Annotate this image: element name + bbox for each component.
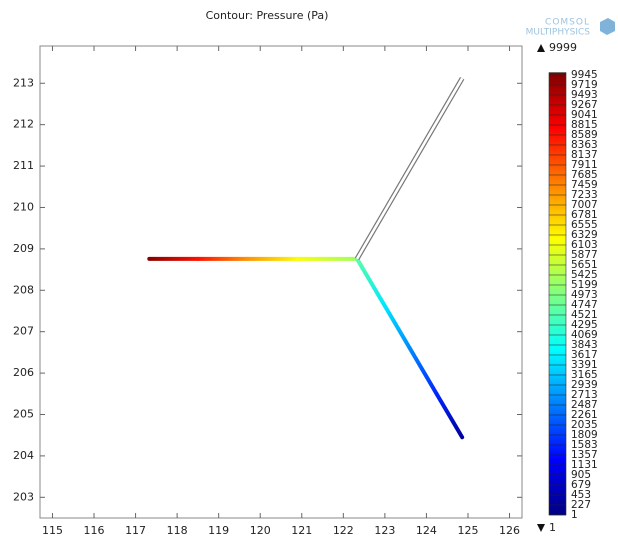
colorbar-level-label: 7911	[571, 159, 598, 171]
colorbar-level-label: 679	[571, 479, 591, 491]
colorbar-level-label: 4521	[571, 309, 598, 321]
colorbar-level-label: 1809	[571, 429, 598, 441]
min-arrow	[537, 524, 545, 532]
colorbar-level-label: 2261	[571, 409, 598, 421]
pipe-segment	[407, 346, 439, 397]
x-tick-label: 120	[250, 524, 271, 537]
colorbar-level-label: 3843	[571, 339, 598, 351]
x-tick-label: 121	[291, 524, 312, 537]
y-tick-label: 213	[13, 76, 34, 89]
colorbar-level-label: 5425	[571, 269, 598, 281]
colorbar-level-label: 9267	[571, 99, 598, 111]
colorbar-level-label: 5199	[571, 279, 598, 291]
colorbar-level-label: 7685	[571, 169, 598, 181]
colorbar-level-label: 453	[571, 489, 591, 501]
x-tick-label: 119	[208, 524, 229, 537]
logo-line: MULTIPHYSICS	[526, 28, 591, 38]
y-tick-label: 210	[13, 200, 34, 213]
plot-frame	[39, 45, 523, 519]
colorbar-level-label: 4069	[571, 329, 598, 341]
colorbar-min-label: 1	[549, 521, 556, 534]
y-tick-label: 212	[13, 118, 34, 131]
colorbar-level-label: 9945	[571, 69, 598, 81]
pipe-segment	[355, 256, 387, 309]
colorbar-level-label: 2487	[571, 399, 598, 411]
pipe-segment	[434, 392, 465, 440]
colorbar-level-label: 1357	[571, 449, 598, 461]
colorbar-level-label: 7459	[571, 179, 598, 191]
colorbar-level-label: 3165	[571, 369, 598, 381]
colorbar-level-label: 7233	[571, 189, 598, 201]
colorbar-level-label: 8589	[571, 129, 598, 141]
colorbar-level-label: 9041	[571, 109, 598, 121]
y-tick-label: 206	[13, 366, 34, 379]
colorbar-max-label: 9999	[549, 41, 577, 54]
y-tick-label: 203	[13, 490, 34, 503]
colorbar-level-label: 8363	[571, 139, 598, 151]
colorbar-level-label: 2035	[571, 419, 598, 431]
colorbar-level-label: 4747	[571, 299, 598, 311]
colorbar-level-label: 5877	[571, 249, 598, 261]
x-tick-label: 124	[416, 524, 437, 537]
pipe-inner	[355, 77, 464, 260]
colorbar-level-label: 3391	[571, 359, 598, 371]
colorbar-level-label: 9719	[571, 79, 598, 91]
colorbar-level-label: 227	[571, 499, 591, 511]
y-tick-label: 209	[13, 242, 34, 255]
colorbar-level-label: 8815	[571, 119, 598, 131]
y-tick-label: 205	[13, 407, 34, 420]
colorbar-level-label: 5651	[571, 259, 598, 271]
colorbar-level-label: 4295	[571, 319, 598, 331]
colorbar-level-label: 1583	[571, 439, 598, 451]
pipe-segment	[382, 304, 412, 351]
colorbar-level-label: 4973	[571, 289, 598, 301]
max-arrow	[537, 44, 545, 52]
y-tick-label: 211	[13, 159, 34, 172]
colorbar-level-label: 8137	[571, 149, 598, 161]
colorbar-level-label: 6103	[571, 239, 598, 251]
logo-line: COMSOL	[545, 18, 590, 28]
colorbar-level-label: 6781	[571, 209, 598, 221]
chart-title: Contour: Pressure (Pa)	[206, 9, 329, 22]
colorbar	[548, 72, 567, 516]
logo-icon	[600, 18, 615, 35]
colorbar-level-label: 6555	[571, 219, 598, 231]
x-tick-label: 123	[374, 524, 395, 537]
colorbar-level-label: 2713	[571, 389, 598, 401]
colorbar-level-label: 7007	[571, 199, 598, 211]
colorbar-level-label: 905	[571, 469, 591, 481]
x-tick-label: 117	[125, 524, 146, 537]
colorbar-level-label: 1	[571, 509, 578, 521]
x-tick-label: 115	[42, 524, 63, 537]
x-tick-label: 122	[333, 524, 354, 537]
colorbar-level-label: 9493	[571, 89, 598, 101]
colorbar-level-label: 6329	[571, 229, 598, 241]
x-tick-label: 116	[84, 524, 105, 537]
x-tick-label: 118	[167, 524, 188, 537]
colorbar-level-label: 3617	[571, 349, 598, 361]
y-tick-label: 207	[13, 325, 34, 338]
y-tick-label: 204	[13, 449, 34, 462]
x-tick-label: 125	[457, 524, 478, 537]
colorbar-level-label: 2939	[571, 379, 598, 391]
colorbar-level-label: 1131	[571, 459, 598, 471]
x-tick-label: 126	[499, 524, 520, 537]
y-tick-label: 208	[13, 283, 34, 296]
